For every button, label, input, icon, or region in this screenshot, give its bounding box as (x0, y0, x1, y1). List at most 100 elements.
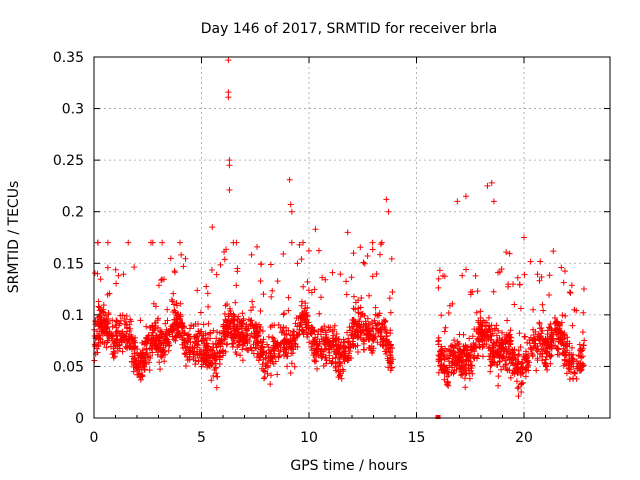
data-point (318, 294, 325, 301)
data-point (505, 283, 512, 290)
data-point (132, 339, 139, 346)
data-point (506, 250, 513, 257)
data-point (184, 331, 191, 338)
data-point (288, 360, 295, 367)
data-point (182, 363, 189, 370)
data-point (445, 368, 452, 375)
data-point (502, 357, 509, 364)
y-tick-label: 0.2 (62, 205, 84, 221)
data-point (538, 274, 545, 281)
data-point (97, 276, 104, 283)
data-point (485, 314, 492, 321)
data-point (312, 353, 319, 360)
data-point (554, 318, 561, 325)
data-point (122, 343, 129, 350)
data-point (514, 369, 521, 376)
data-point (184, 353, 191, 360)
data-point (496, 335, 503, 342)
data-point (123, 313, 130, 320)
data-point (156, 359, 163, 366)
data-point (283, 324, 290, 331)
data-point (247, 344, 254, 351)
data-point (113, 318, 120, 325)
data-point (368, 343, 375, 350)
data-point (518, 388, 525, 395)
x-axis-label: GPS time / hours (290, 458, 407, 474)
data-point (544, 331, 551, 338)
data-point (181, 337, 188, 344)
data-point (344, 357, 351, 364)
data-point (166, 342, 173, 349)
data-point (550, 248, 557, 255)
data-point (558, 341, 565, 348)
data-point (185, 347, 192, 354)
data-point (133, 365, 140, 372)
data-point (542, 347, 549, 354)
data-point (485, 333, 492, 340)
data-point (509, 347, 516, 354)
data-point (350, 305, 357, 312)
data-point (200, 321, 207, 328)
data-point (149, 326, 156, 333)
data-point (280, 324, 287, 331)
data-point (536, 277, 543, 284)
data-point (329, 269, 336, 276)
data-point (199, 337, 206, 344)
data-point (143, 361, 150, 368)
data-point (349, 326, 356, 333)
data-point (553, 322, 560, 329)
data-point (557, 334, 564, 341)
data-point (484, 328, 491, 335)
data-point (104, 264, 111, 271)
data-point (294, 260, 301, 267)
data-point (170, 301, 177, 308)
data-point (345, 344, 352, 351)
data-point (185, 335, 192, 342)
data-point (309, 324, 316, 331)
data-point (237, 331, 244, 338)
data-point (233, 282, 240, 289)
data-point (512, 351, 519, 358)
data-point (191, 333, 198, 340)
data-point (546, 291, 553, 298)
data-point (314, 365, 321, 372)
data-point (184, 343, 191, 350)
data-point (177, 300, 184, 307)
data-point (523, 364, 530, 371)
data-point (323, 357, 330, 364)
data-point (94, 239, 101, 246)
data-point (280, 250, 287, 257)
data-point (216, 329, 223, 336)
plot-frame (93, 56, 611, 419)
data-point (348, 320, 355, 327)
data-point (257, 308, 264, 315)
data-point (514, 361, 521, 368)
data-point (209, 352, 216, 359)
data-point (281, 310, 288, 317)
data-point-peak (225, 89, 232, 96)
data-point (231, 322, 238, 329)
data-point (543, 350, 550, 357)
data-point (389, 289, 396, 296)
data-point (543, 338, 550, 345)
data-point (298, 313, 305, 320)
data-point (382, 317, 389, 324)
data-point (131, 350, 138, 357)
data-point (377, 241, 384, 248)
data-point (210, 372, 217, 379)
data-point (333, 342, 340, 349)
data-point (259, 328, 266, 335)
data-point (135, 360, 142, 367)
data-point (519, 369, 526, 376)
data-point (499, 329, 506, 336)
data-point (275, 354, 282, 361)
data-point (287, 337, 294, 344)
data-point (473, 328, 480, 335)
data-point (106, 332, 113, 339)
data-point (114, 327, 121, 334)
data-point-peak (225, 57, 232, 64)
y-tick-label: 0.1 (62, 308, 84, 324)
data-point (496, 268, 503, 275)
data-point (471, 355, 478, 362)
data-point (323, 360, 330, 367)
